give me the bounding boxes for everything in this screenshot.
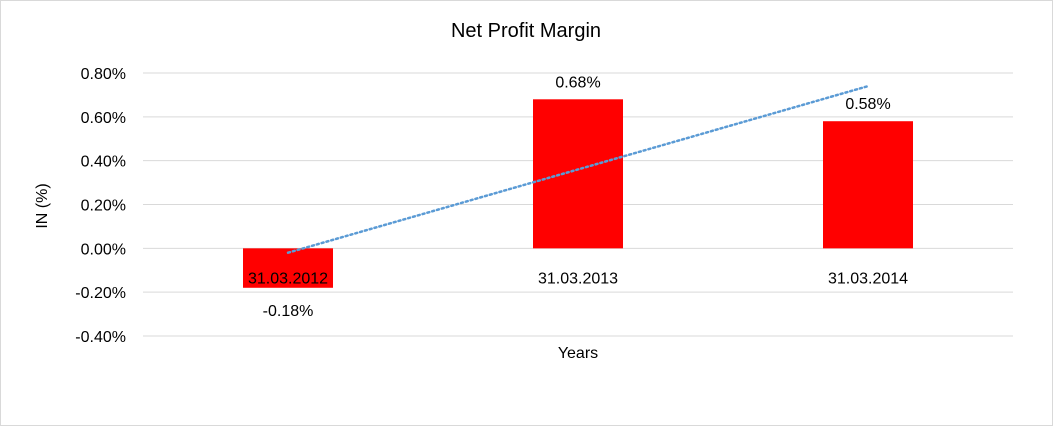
y-tick-label: -0.40% [75,329,126,346]
bar [533,99,623,249]
x-tick-label: 31.03.2013 [538,270,618,287]
y-tick-label: 0.80% [81,66,126,83]
trendline [286,84,870,254]
data-labels: -0.18% 0.68% 0.58% [263,74,891,319]
data-label: 0.68% [555,74,600,91]
bar [243,248,333,288]
data-label: -0.18% [263,303,314,320]
x-axis-ticks: 31.03.2012 31.03.2013 31.03.2014 [248,270,908,287]
y-tick-label: 0.40% [81,154,126,171]
y-axis-ticks: 0.80% 0.60% 0.40% 0.20% 0.00% -0.20% -0.40% [75,66,126,346]
trendline-line [286,84,870,254]
y-tick-label: -0.20% [75,285,126,302]
bar [823,121,913,249]
y-tick-label: 0.60% [81,110,126,127]
y-tick-label: 0.20% [81,198,126,215]
chart-title: Net Profit Margin [451,20,601,42]
x-tick-label: 31.03.2012 [248,270,328,287]
y-axis-title: IN (%) [34,183,51,228]
data-label: 0.58% [845,96,890,113]
x-axis-title: Years [558,345,598,362]
y-tick-label: 0.00% [81,241,126,258]
x-tick-label: 31.03.2014 [828,270,908,287]
bars [243,99,913,288]
